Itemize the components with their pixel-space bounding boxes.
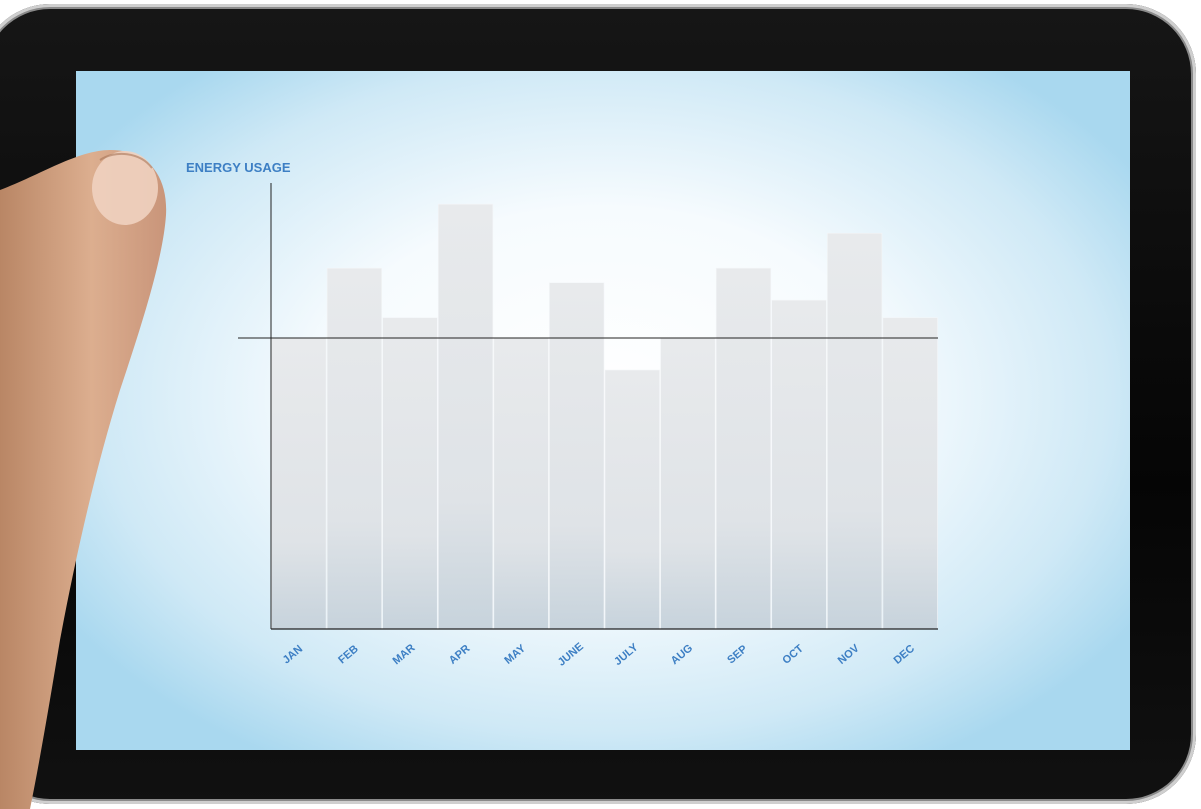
bar-may [493, 337, 549, 630]
x-tick-label-sep: SEP [725, 643, 750, 666]
bar-oct [771, 299, 827, 630]
x-tick-label-july: JULY [612, 641, 641, 668]
x-tick-label-apr: APR [447, 643, 473, 667]
bar-nov [827, 232, 883, 630]
bar-sep [715, 267, 772, 630]
x-tick-label-jan: JAN [281, 643, 306, 666]
bar-aug [660, 337, 716, 630]
x-tick-label-feb: FEB [336, 643, 361, 666]
x-tick-label-may: MAY [502, 642, 528, 667]
bar-apr [437, 203, 494, 630]
x-tick-label-dec: DEC [892, 643, 918, 667]
bar-mar [382, 317, 438, 630]
bar-july [604, 369, 660, 630]
x-tick-label-oct: OCT [780, 642, 806, 666]
bar-feb [326, 267, 382, 630]
x-tick-label-aug: AUG [669, 642, 695, 667]
x-tick-label-june: JUNE [556, 641, 586, 669]
x-tick-label-nov: NOV [836, 642, 862, 667]
tablet-screen: ENERGY USAGE JAN FEB MAR APR MAY JUNE JULY AUG S… [76, 71, 1130, 750]
bar-dec [882, 317, 938, 630]
bar-june [549, 282, 605, 630]
x-tick-label-mar: MAR [391, 642, 418, 667]
chart-title: ENERGY USAGE [186, 160, 291, 175]
bar-jan [271, 337, 327, 630]
energy-usage-chart: ENERGY USAGE JAN FEB MAR APR MAY JUNE JULY AUG S… [186, 160, 938, 669]
